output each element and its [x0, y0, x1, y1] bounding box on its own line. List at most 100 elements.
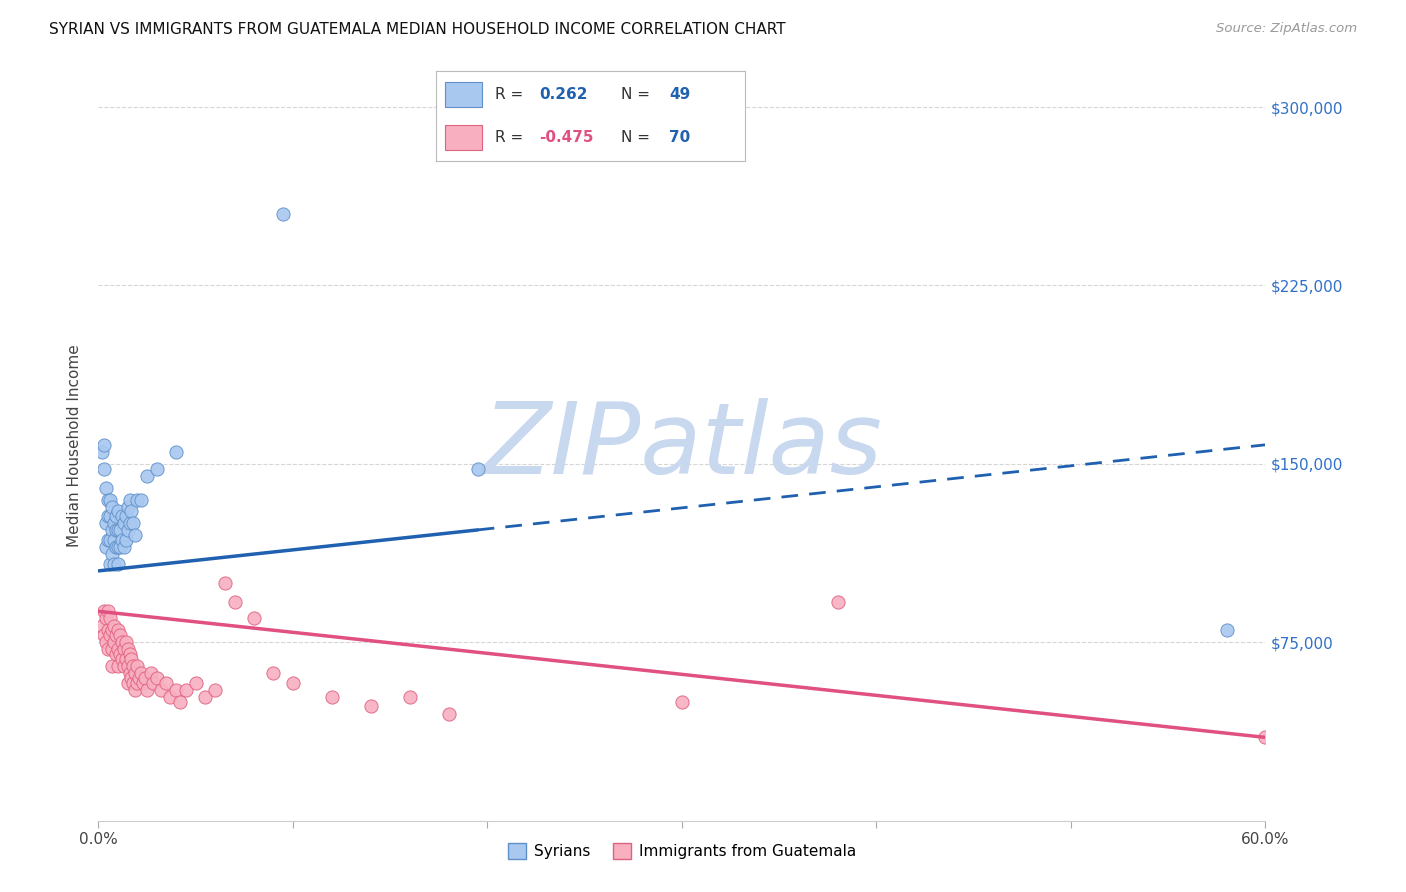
- Point: [117, 642, 139, 657]
- Point: [96, 516, 118, 531]
- Point: [93, 461, 115, 475]
- Point: [91, 618, 114, 632]
- Point: [101, 500, 124, 514]
- Point: [96, 635, 118, 649]
- Point: [360, 699, 382, 714]
- Point: [93, 438, 115, 452]
- Point: [93, 628, 115, 642]
- Text: R =: R =: [495, 130, 523, 145]
- Y-axis label: Median Household Income: Median Household Income: [67, 344, 83, 548]
- Point: [108, 524, 131, 538]
- Point: [117, 675, 139, 690]
- Point: [129, 666, 152, 681]
- Point: [214, 575, 236, 590]
- Point: [98, 628, 121, 642]
- Point: [103, 557, 125, 571]
- Point: [121, 504, 143, 518]
- Point: [271, 207, 294, 221]
- Point: [155, 675, 177, 690]
- Point: [96, 540, 118, 554]
- Point: [159, 690, 181, 704]
- Point: [827, 595, 849, 609]
- Point: [262, 666, 284, 681]
- Point: [114, 533, 136, 547]
- Point: [97, 604, 120, 618]
- Point: [91, 445, 114, 459]
- Point: [108, 540, 131, 554]
- Point: [103, 516, 125, 531]
- Point: [136, 468, 159, 483]
- Point: [118, 666, 141, 681]
- Point: [243, 611, 266, 625]
- Text: 49: 49: [669, 87, 690, 102]
- Point: [204, 682, 226, 697]
- Point: [437, 706, 460, 721]
- Point: [1254, 731, 1277, 745]
- Point: [124, 666, 146, 681]
- Point: [98, 492, 121, 507]
- Point: [107, 524, 129, 538]
- Point: [104, 524, 127, 538]
- Point: [96, 611, 118, 625]
- Point: [101, 624, 124, 638]
- Point: [98, 533, 121, 547]
- Text: ZIPatlas: ZIPatlas: [482, 398, 882, 494]
- Point: [127, 659, 149, 673]
- Point: [103, 635, 125, 649]
- Point: [93, 604, 115, 618]
- Point: [111, 509, 134, 524]
- Point: [101, 524, 124, 538]
- Point: [114, 635, 136, 649]
- Point: [398, 690, 420, 704]
- Point: [96, 481, 118, 495]
- Point: [194, 690, 217, 704]
- Point: [132, 675, 155, 690]
- Point: [224, 595, 246, 609]
- Point: [101, 659, 124, 673]
- Point: [671, 695, 693, 709]
- Point: [174, 682, 197, 697]
- Point: [108, 647, 131, 661]
- Point: [127, 492, 149, 507]
- Point: [97, 492, 120, 507]
- Point: [117, 500, 139, 514]
- Point: [103, 618, 125, 632]
- Point: [98, 557, 121, 571]
- Point: [101, 642, 124, 657]
- Point: [97, 624, 120, 638]
- Point: [97, 533, 120, 547]
- Text: N =: N =: [621, 130, 651, 145]
- Point: [107, 557, 129, 571]
- Point: [112, 642, 135, 657]
- Point: [111, 533, 134, 547]
- Point: [122, 675, 145, 690]
- Point: [118, 516, 141, 531]
- Point: [146, 671, 169, 685]
- Point: [118, 647, 141, 661]
- Point: [107, 540, 129, 554]
- Point: [146, 461, 169, 475]
- Point: [165, 682, 187, 697]
- Point: [112, 516, 135, 531]
- Point: [104, 647, 127, 661]
- Point: [112, 659, 135, 673]
- Point: [108, 628, 131, 642]
- Text: SYRIAN VS IMMIGRANTS FROM GUATEMALA MEDIAN HOUSEHOLD INCOME CORRELATION CHART: SYRIAN VS IMMIGRANTS FROM GUATEMALA MEDI…: [49, 22, 786, 37]
- Text: 0.262: 0.262: [540, 87, 588, 102]
- Point: [114, 509, 136, 524]
- Point: [165, 445, 187, 459]
- Point: [97, 642, 120, 657]
- Point: [122, 516, 145, 531]
- Point: [128, 671, 150, 685]
- Point: [1215, 624, 1237, 638]
- Point: [117, 659, 139, 673]
- Text: -0.475: -0.475: [540, 130, 593, 145]
- Point: [103, 533, 125, 547]
- Point: [127, 675, 149, 690]
- Point: [149, 682, 172, 697]
- Point: [129, 492, 152, 507]
- Point: [98, 611, 121, 625]
- Point: [281, 675, 304, 690]
- Point: [97, 509, 120, 524]
- Text: 70: 70: [669, 130, 690, 145]
